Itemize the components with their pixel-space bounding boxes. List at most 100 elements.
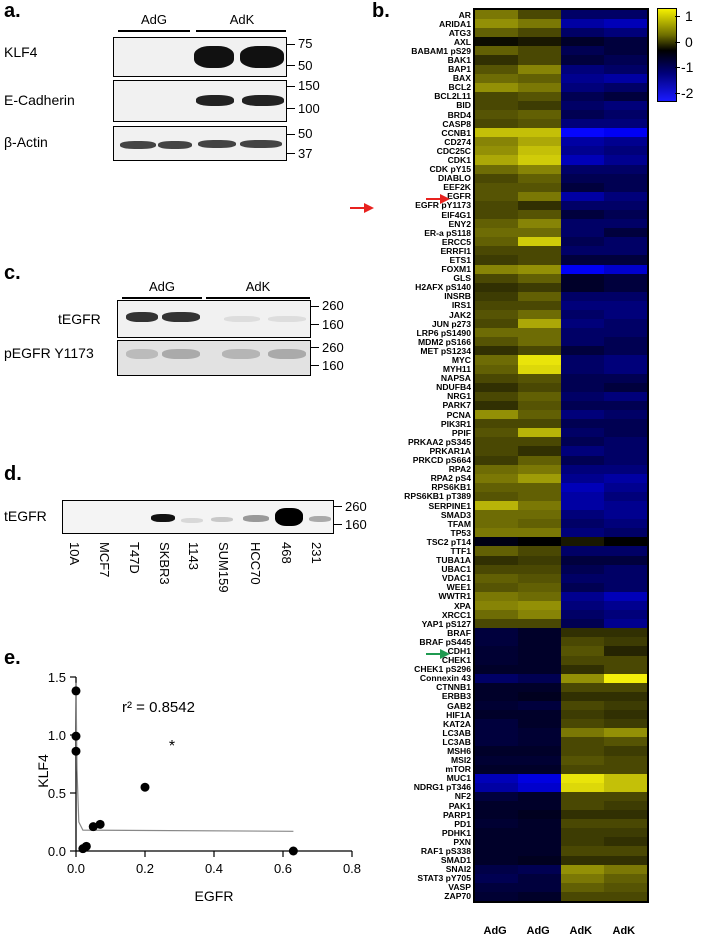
x-axis-label: EGFR — [195, 888, 234, 904]
heatmap-row-labels: AR ARIDA1 ATG3 AXL BABAM1 pS29 BAK1 BAP1 BAX BCL… — [380, 8, 471, 903]
band — [211, 517, 233, 522]
panel-a-mw: 37 — [298, 146, 313, 161]
heatmap-cell — [561, 46, 605, 56]
heatmap-cell — [561, 173, 605, 184]
panel-a-row-ecadherin: E-Cadherin — [4, 92, 75, 108]
panel-a-mw: 50 — [298, 126, 313, 141]
heatmap-cell — [561, 819, 605, 829]
heatmap-cell — [518, 882, 562, 893]
heatmap-row-label: JAK2 — [449, 309, 471, 320]
lane-label: SKBR3 — [157, 542, 172, 585]
heatmap-cell — [475, 155, 519, 166]
panel-d-mw: 260 — [345, 499, 367, 514]
heatmap-cell — [604, 728, 647, 738]
heatmap-cell — [475, 682, 519, 693]
heatmap-cell — [518, 855, 562, 866]
heatmap-row-label: RAF1 pS338 — [420, 845, 471, 856]
heatmap-cell — [475, 746, 519, 757]
heatmap-cell — [518, 10, 562, 20]
heatmap-cell — [475, 191, 519, 202]
heatmap-row-label: EGFR pY1173 — [415, 200, 471, 211]
heatmap-cell — [475, 210, 519, 220]
heatmap-cell — [518, 864, 562, 875]
heatmap-cell — [518, 564, 562, 575]
heatmap-cell — [518, 219, 562, 229]
heatmap-cell — [604, 873, 647, 884]
heatmap-row-label: TFAM — [447, 518, 471, 529]
heatmap-cell — [561, 655, 605, 666]
heatmap-cell — [475, 546, 519, 556]
heatmap-cell — [518, 482, 562, 493]
heatmap-cell — [561, 637, 605, 647]
heatmap-cell — [604, 610, 647, 620]
heatmap-cell — [604, 73, 647, 84]
heatmap-row-label: BCL2 — [448, 82, 471, 93]
heatmap-cell — [604, 310, 647, 320]
heatmap-cell — [604, 228, 647, 238]
heatmap-cell — [475, 646, 519, 656]
heatmap-cell — [604, 646, 647, 656]
heatmap-row-label: TTF1 — [450, 545, 471, 556]
heatmap-cell — [475, 346, 519, 356]
heatmap-row-label: mTOR — [445, 764, 471, 775]
heatmap-row-label: SERPINE1 — [428, 500, 471, 511]
heatmap-cell — [561, 328, 605, 338]
heatmap-cell — [561, 810, 605, 820]
heatmap-cell — [475, 10, 519, 20]
heatmap-cell — [561, 691, 605, 702]
heatmap-cell — [475, 300, 519, 311]
heatmap-cell — [604, 382, 647, 393]
heatmap-cell — [518, 637, 562, 647]
heatmap-row-label: TP53 — [450, 527, 471, 538]
tick — [287, 86, 295, 87]
heatmap-cell — [518, 610, 562, 620]
tick — [311, 347, 319, 348]
heatmap-cell — [475, 82, 519, 93]
heatmap-row-label: CDC25C — [436, 145, 471, 156]
heatmap-row-label: BRD4 — [447, 109, 471, 120]
band — [309, 516, 331, 522]
heatmap-row-label: TUBA1A — [436, 555, 471, 566]
heatmap-cell — [518, 210, 562, 220]
heatmap-cell — [518, 782, 562, 793]
heatmap-row-label: CDK pY15 — [429, 164, 471, 175]
heatmap-cell — [475, 310, 519, 320]
fit-curve — [75, 682, 294, 832]
heatmap-cell — [518, 673, 562, 684]
heatmap-cell — [561, 846, 605, 857]
heatmap-cell — [561, 673, 605, 684]
heatmap-cell — [518, 873, 562, 884]
heatmap-cell — [561, 228, 605, 238]
heatmap-cell — [561, 828, 605, 838]
heatmap-row-label: CDH1 — [447, 645, 471, 656]
heatmap-cell — [561, 291, 605, 302]
heatmap-cell — [561, 37, 605, 47]
colorbar-label: -1 — [681, 59, 694, 75]
heatmap-cell — [518, 791, 562, 802]
heatmap-row-label: GLS — [453, 273, 471, 284]
heatmap-cell — [475, 473, 519, 484]
heatmap-column-label: AdG — [526, 925, 550, 937]
heatmap-cell — [518, 846, 562, 857]
heatmap-cell — [475, 91, 519, 102]
heatmap-cell — [475, 355, 519, 366]
data-point — [71, 731, 81, 741]
heatmap-cell — [518, 664, 562, 675]
heatmap-cell — [604, 10, 647, 20]
chart-points — [71, 686, 298, 856]
heatmap-cell — [561, 755, 605, 766]
heatmap-cell — [518, 300, 562, 311]
heatmap-cell — [604, 128, 647, 138]
heatmap-cell — [518, 119, 562, 129]
heatmap-cell — [518, 828, 562, 838]
heatmap-row-label: RPS6KB1 pT389 — [404, 491, 471, 502]
heatmap-row-label: VDAC1 — [441, 573, 471, 584]
heatmap-cell — [604, 164, 647, 175]
heatmap-cell — [475, 237, 519, 247]
heatmap-cell — [604, 355, 647, 366]
heatmap-cell — [561, 364, 605, 375]
heatmap-row-label: SMAD3 — [440, 509, 471, 520]
heatmap-cell — [518, 728, 562, 738]
heatmap-cell — [561, 137, 605, 147]
outlier-star: * — [169, 738, 175, 755]
